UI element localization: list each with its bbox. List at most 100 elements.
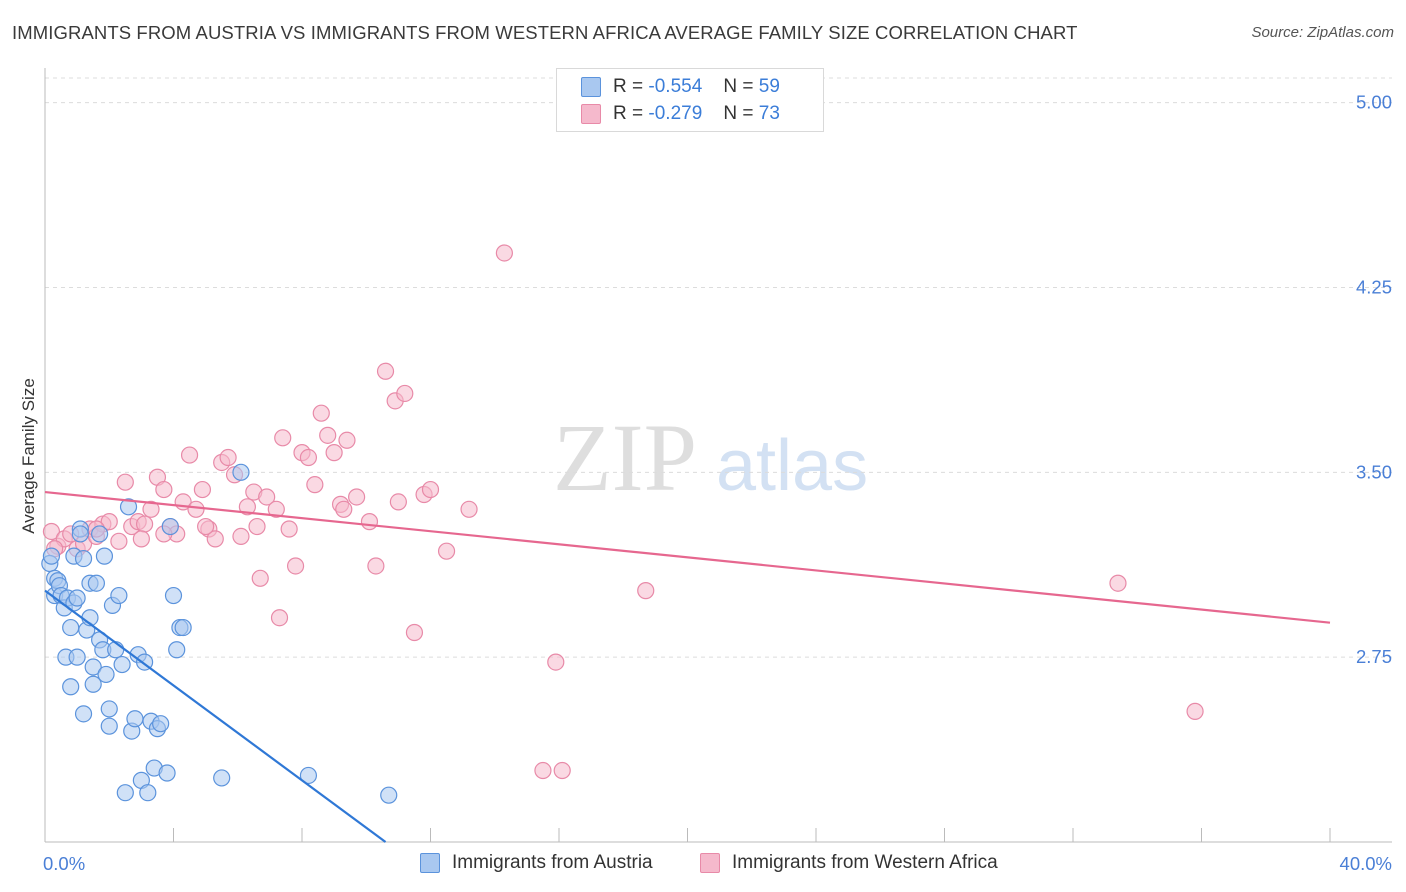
legend-row-austria: R = -0.554 N = 59 bbox=[581, 75, 780, 99]
data-point bbox=[299, 766, 318, 785]
data-point bbox=[376, 362, 395, 380]
data-point bbox=[62, 618, 80, 637]
legend-row-western-africa: R = -0.279 N = 73 bbox=[581, 102, 780, 126]
data-point bbox=[270, 609, 289, 627]
data-point bbox=[197, 517, 215, 536]
data-point bbox=[187, 500, 205, 518]
data-point bbox=[389, 493, 407, 511]
data-point bbox=[553, 761, 571, 780]
data-point bbox=[180, 446, 199, 464]
data-point bbox=[116, 784, 134, 802]
watermark-atlas: atlas bbox=[716, 426, 868, 506]
data-point bbox=[100, 513, 118, 531]
data-point bbox=[87, 574, 106, 592]
data-point bbox=[251, 569, 269, 587]
data-point bbox=[396, 384, 414, 403]
watermark: ZIP atlas bbox=[553, 404, 868, 511]
western-africa-swatch bbox=[700, 853, 720, 873]
data-point bbox=[91, 525, 109, 543]
data-point bbox=[280, 520, 298, 538]
data-point bbox=[421, 480, 440, 499]
data-point bbox=[405, 623, 424, 642]
bottom-legend-western-africa: Immigrants from Western Africa bbox=[700, 852, 998, 874]
y-axis-label: Average Family Size bbox=[19, 378, 38, 534]
data-point bbox=[152, 715, 170, 733]
data-point bbox=[74, 549, 93, 568]
data-point bbox=[299, 448, 318, 467]
western-africa-trend-line bbox=[44, 490, 1331, 624]
data-point bbox=[232, 463, 250, 481]
r-label: R = bbox=[613, 103, 644, 124]
data-point bbox=[158, 764, 176, 782]
western-africa-points bbox=[42, 244, 1204, 780]
data-point bbox=[547, 653, 565, 671]
data-point bbox=[164, 586, 183, 605]
data-point bbox=[193, 480, 212, 499]
data-point bbox=[84, 658, 102, 676]
data-point bbox=[238, 498, 256, 516]
data-point bbox=[437, 542, 456, 560]
western-africa-swatch bbox=[581, 104, 601, 124]
data-point bbox=[219, 448, 237, 467]
data-point bbox=[319, 426, 337, 444]
data-point bbox=[68, 648, 86, 666]
western-africa-n-value: 73 bbox=[758, 103, 780, 124]
chart-title: IMMIGRANTS FROM AUSTRIA VS IMMIGRANTS FR… bbox=[12, 22, 1078, 43]
data-point bbox=[119, 498, 138, 516]
n-label: N = bbox=[723, 103, 754, 124]
data-point bbox=[135, 515, 154, 533]
data-point bbox=[348, 488, 366, 506]
trend-lines bbox=[44, 490, 1331, 843]
data-point bbox=[139, 784, 157, 802]
western-africa-r-value: -0.279 bbox=[648, 103, 703, 124]
y-tick-label: 3.50 bbox=[1356, 461, 1392, 482]
data-point bbox=[155, 480, 173, 499]
r-label: R = bbox=[613, 76, 644, 97]
data-point bbox=[495, 244, 513, 262]
data-point bbox=[274, 429, 292, 447]
data-point bbox=[161, 517, 179, 536]
austria-trend-line bbox=[44, 589, 387, 843]
austria-legend-label: Immigrants from Austria bbox=[452, 852, 653, 873]
x-tick-label: 0.0% bbox=[43, 853, 85, 874]
data-point bbox=[335, 500, 353, 518]
data-point bbox=[213, 769, 231, 787]
data-point bbox=[110, 586, 128, 605]
axis-labels: 2.75 3.50 4.25 5.00 0.0% 40.0% Average Family … bbox=[19, 92, 1392, 874]
data-point bbox=[306, 476, 324, 494]
data-point bbox=[267, 500, 285, 518]
source-credit: Source: ZipAtlas.com bbox=[1251, 24, 1394, 41]
data-point bbox=[97, 665, 115, 684]
data-point bbox=[95, 547, 114, 565]
x-tick-label: 40.0% bbox=[1340, 853, 1392, 874]
data-point bbox=[126, 710, 144, 728]
data-point bbox=[286, 557, 305, 575]
data-point bbox=[325, 444, 343, 462]
data-point bbox=[132, 530, 150, 548]
austria-swatch bbox=[420, 853, 440, 873]
data-point bbox=[312, 404, 330, 422]
data-point bbox=[168, 641, 186, 659]
data-point bbox=[258, 488, 276, 506]
y-tick-label: 5.00 bbox=[1356, 92, 1392, 113]
data-point bbox=[174, 618, 192, 637]
austria-swatch bbox=[581, 77, 601, 97]
data-point bbox=[338, 431, 356, 449]
data-point bbox=[232, 527, 250, 546]
data-point bbox=[360, 513, 379, 531]
y-tick-label: 4.25 bbox=[1356, 276, 1392, 297]
data-point bbox=[460, 500, 478, 518]
grid-lines bbox=[45, 77, 1392, 658]
data-point bbox=[62, 678, 80, 696]
austria-r-value: -0.554 bbox=[648, 76, 703, 97]
austria-n-value: 59 bbox=[758, 76, 780, 97]
data-point bbox=[380, 786, 398, 804]
western-africa-legend-label: Immigrants from Western Africa bbox=[732, 852, 998, 873]
data-point bbox=[68, 589, 86, 607]
axes bbox=[44, 68, 1392, 843]
watermark-zip: ZIP bbox=[553, 404, 697, 511]
data-point bbox=[71, 525, 89, 543]
data-point bbox=[248, 517, 266, 536]
data-point bbox=[1186, 702, 1204, 720]
